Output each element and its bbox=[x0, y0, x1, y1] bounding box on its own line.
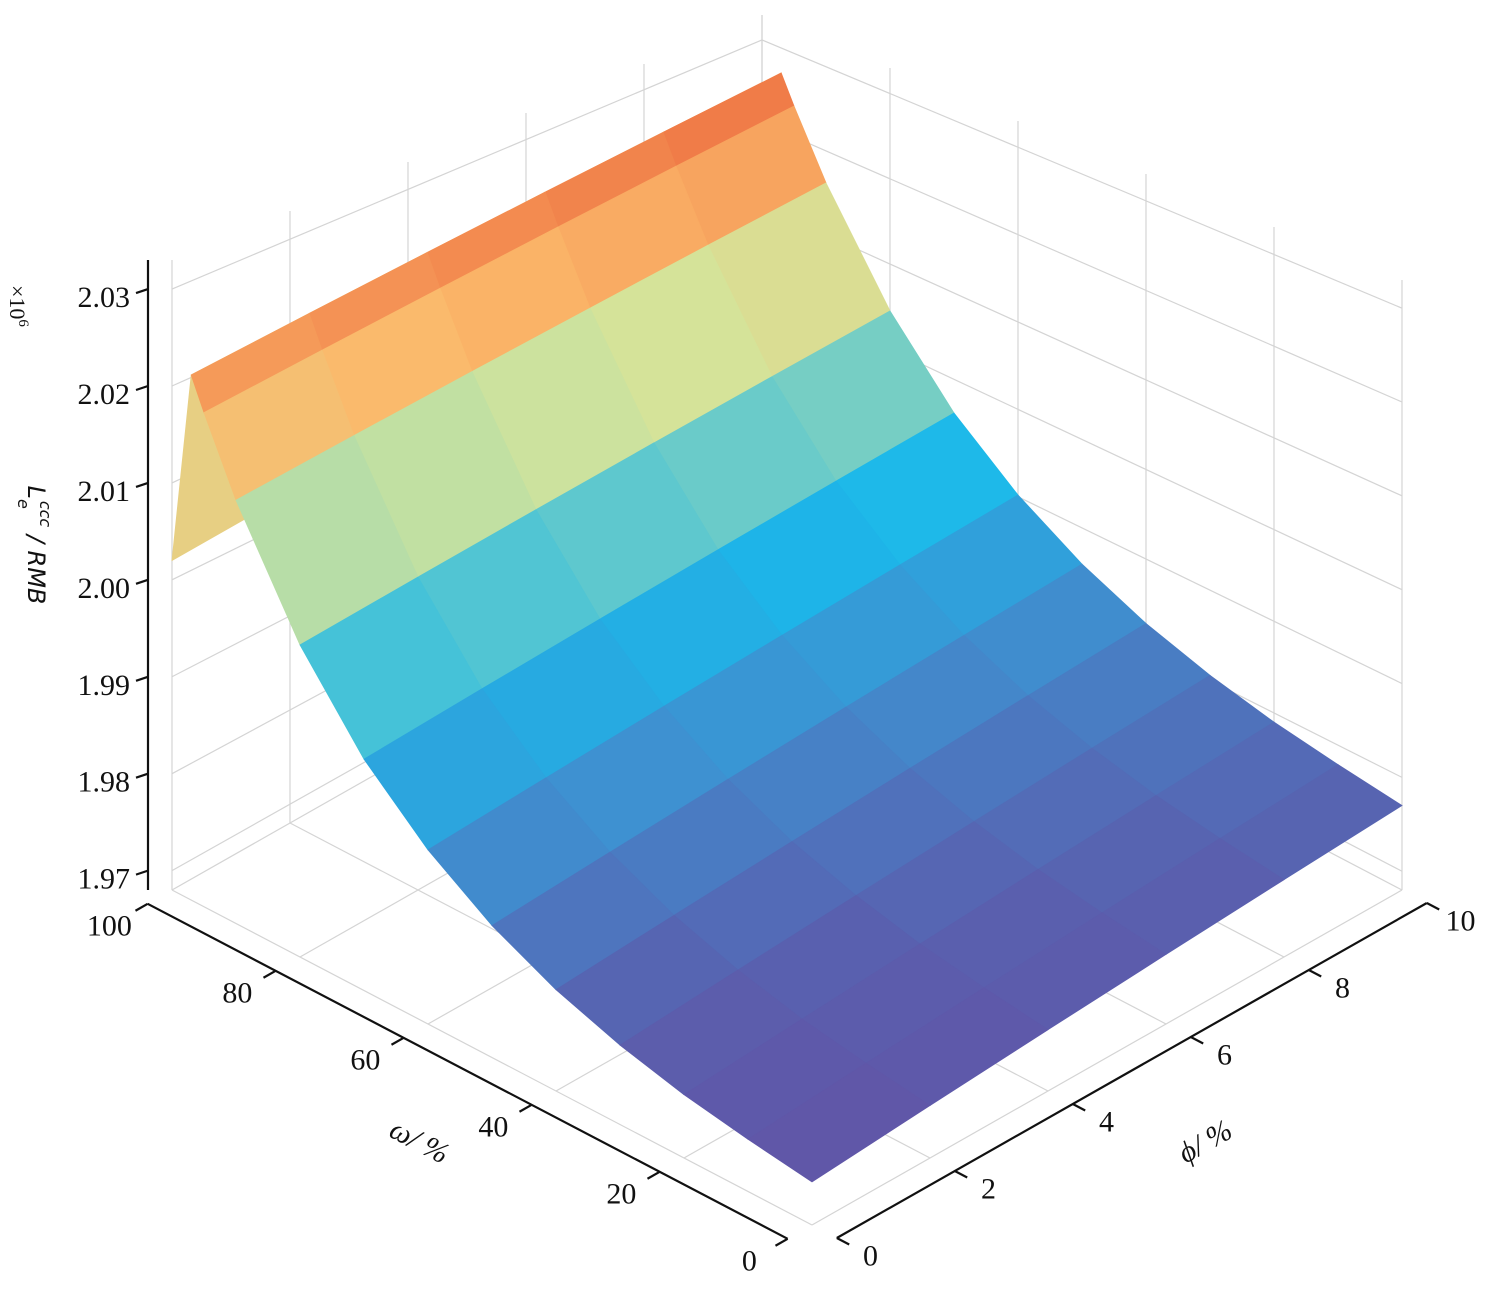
wall-grid-line bbox=[761, 205, 1403, 497]
x-axis-title: ω/ % bbox=[384, 1113, 454, 1171]
y-tick bbox=[1308, 969, 1322, 978]
z-tick bbox=[135, 578, 149, 585]
z-tick-label: 2.00 bbox=[78, 572, 131, 605]
x-tick bbox=[262, 969, 277, 979]
z-tick bbox=[135, 481, 149, 488]
x-tick bbox=[518, 1103, 533, 1113]
z-scale-exponent: 6 bbox=[15, 319, 31, 327]
z-scale: ×106 bbox=[5, 285, 31, 327]
surface-patch bbox=[747, 1062, 931, 1183]
x-tick-label: 0 bbox=[742, 1245, 757, 1278]
z-tick-label: 1.97 bbox=[78, 863, 131, 896]
x-tick-label: 100 bbox=[87, 910, 132, 943]
y-tick bbox=[836, 1237, 850, 1246]
z-tick-label: 2.01 bbox=[78, 475, 131, 508]
y-axis-title: ϕ/ % bbox=[1173, 1113, 1238, 1170]
z-tick bbox=[135, 288, 149, 295]
z-scale-base: ×10 bbox=[5, 285, 30, 319]
x-tick-label: 40 bbox=[478, 1111, 508, 1144]
surface bbox=[171, 72, 1403, 1183]
y-tick bbox=[1190, 1036, 1204, 1045]
z-tick-label: 2.03 bbox=[78, 281, 131, 314]
y-axis-line bbox=[836, 902, 1428, 1239]
z-axis-title: Le ccc / RMB bbox=[15, 486, 56, 605]
floor-grid-line bbox=[811, 889, 1403, 1226]
z-title-sub: e bbox=[15, 499, 34, 509]
x-tick bbox=[134, 902, 149, 912]
y-tick bbox=[1072, 1103, 1086, 1112]
y-tick bbox=[954, 1170, 968, 1179]
axes: 0 20 40 60 80 100 0 2 4 6 8 10 1.97 1.98 1.99 2.00 2.01 2… bbox=[78, 260, 1475, 1278]
z-tick-label: 1.99 bbox=[78, 669, 131, 702]
z-title-unit: / RMB bbox=[22, 527, 50, 604]
y-tick-label: 0 bbox=[863, 1240, 878, 1273]
y-tick-label: 10 bbox=[1445, 905, 1475, 938]
wall-grid-line bbox=[171, 39, 763, 290]
z-tick bbox=[135, 869, 149, 876]
x-tick bbox=[646, 1170, 661, 1180]
x-tick-label: 60 bbox=[350, 1044, 380, 1077]
z-tick-label: 1.98 bbox=[78, 766, 131, 799]
wall-grid-line bbox=[761, 122, 1403, 403]
y-tick-label: 8 bbox=[1335, 972, 1350, 1005]
x-tick-label: 20 bbox=[606, 1178, 636, 1211]
x-tick bbox=[774, 1237, 789, 1247]
z-tick bbox=[135, 772, 149, 779]
x-tick bbox=[390, 1036, 405, 1046]
z-tick bbox=[135, 675, 149, 682]
y-tick-label: 4 bbox=[1099, 1106, 1114, 1139]
y-tick-label: 6 bbox=[1217, 1039, 1232, 1072]
floor-grid-line bbox=[171, 889, 813, 1226]
wall-grid-line bbox=[761, 39, 1403, 309]
z-title-sup: ccc bbox=[36, 501, 55, 528]
y-tick-label: 2 bbox=[981, 1173, 996, 1206]
x-axis-line bbox=[147, 902, 789, 1240]
z-title-symbol: L bbox=[22, 486, 50, 499]
z-tick bbox=[135, 384, 149, 392]
z-tick-label: 2.02 bbox=[78, 378, 131, 411]
x-tick-label: 80 bbox=[222, 977, 252, 1010]
y-tick bbox=[1426, 902, 1440, 911]
